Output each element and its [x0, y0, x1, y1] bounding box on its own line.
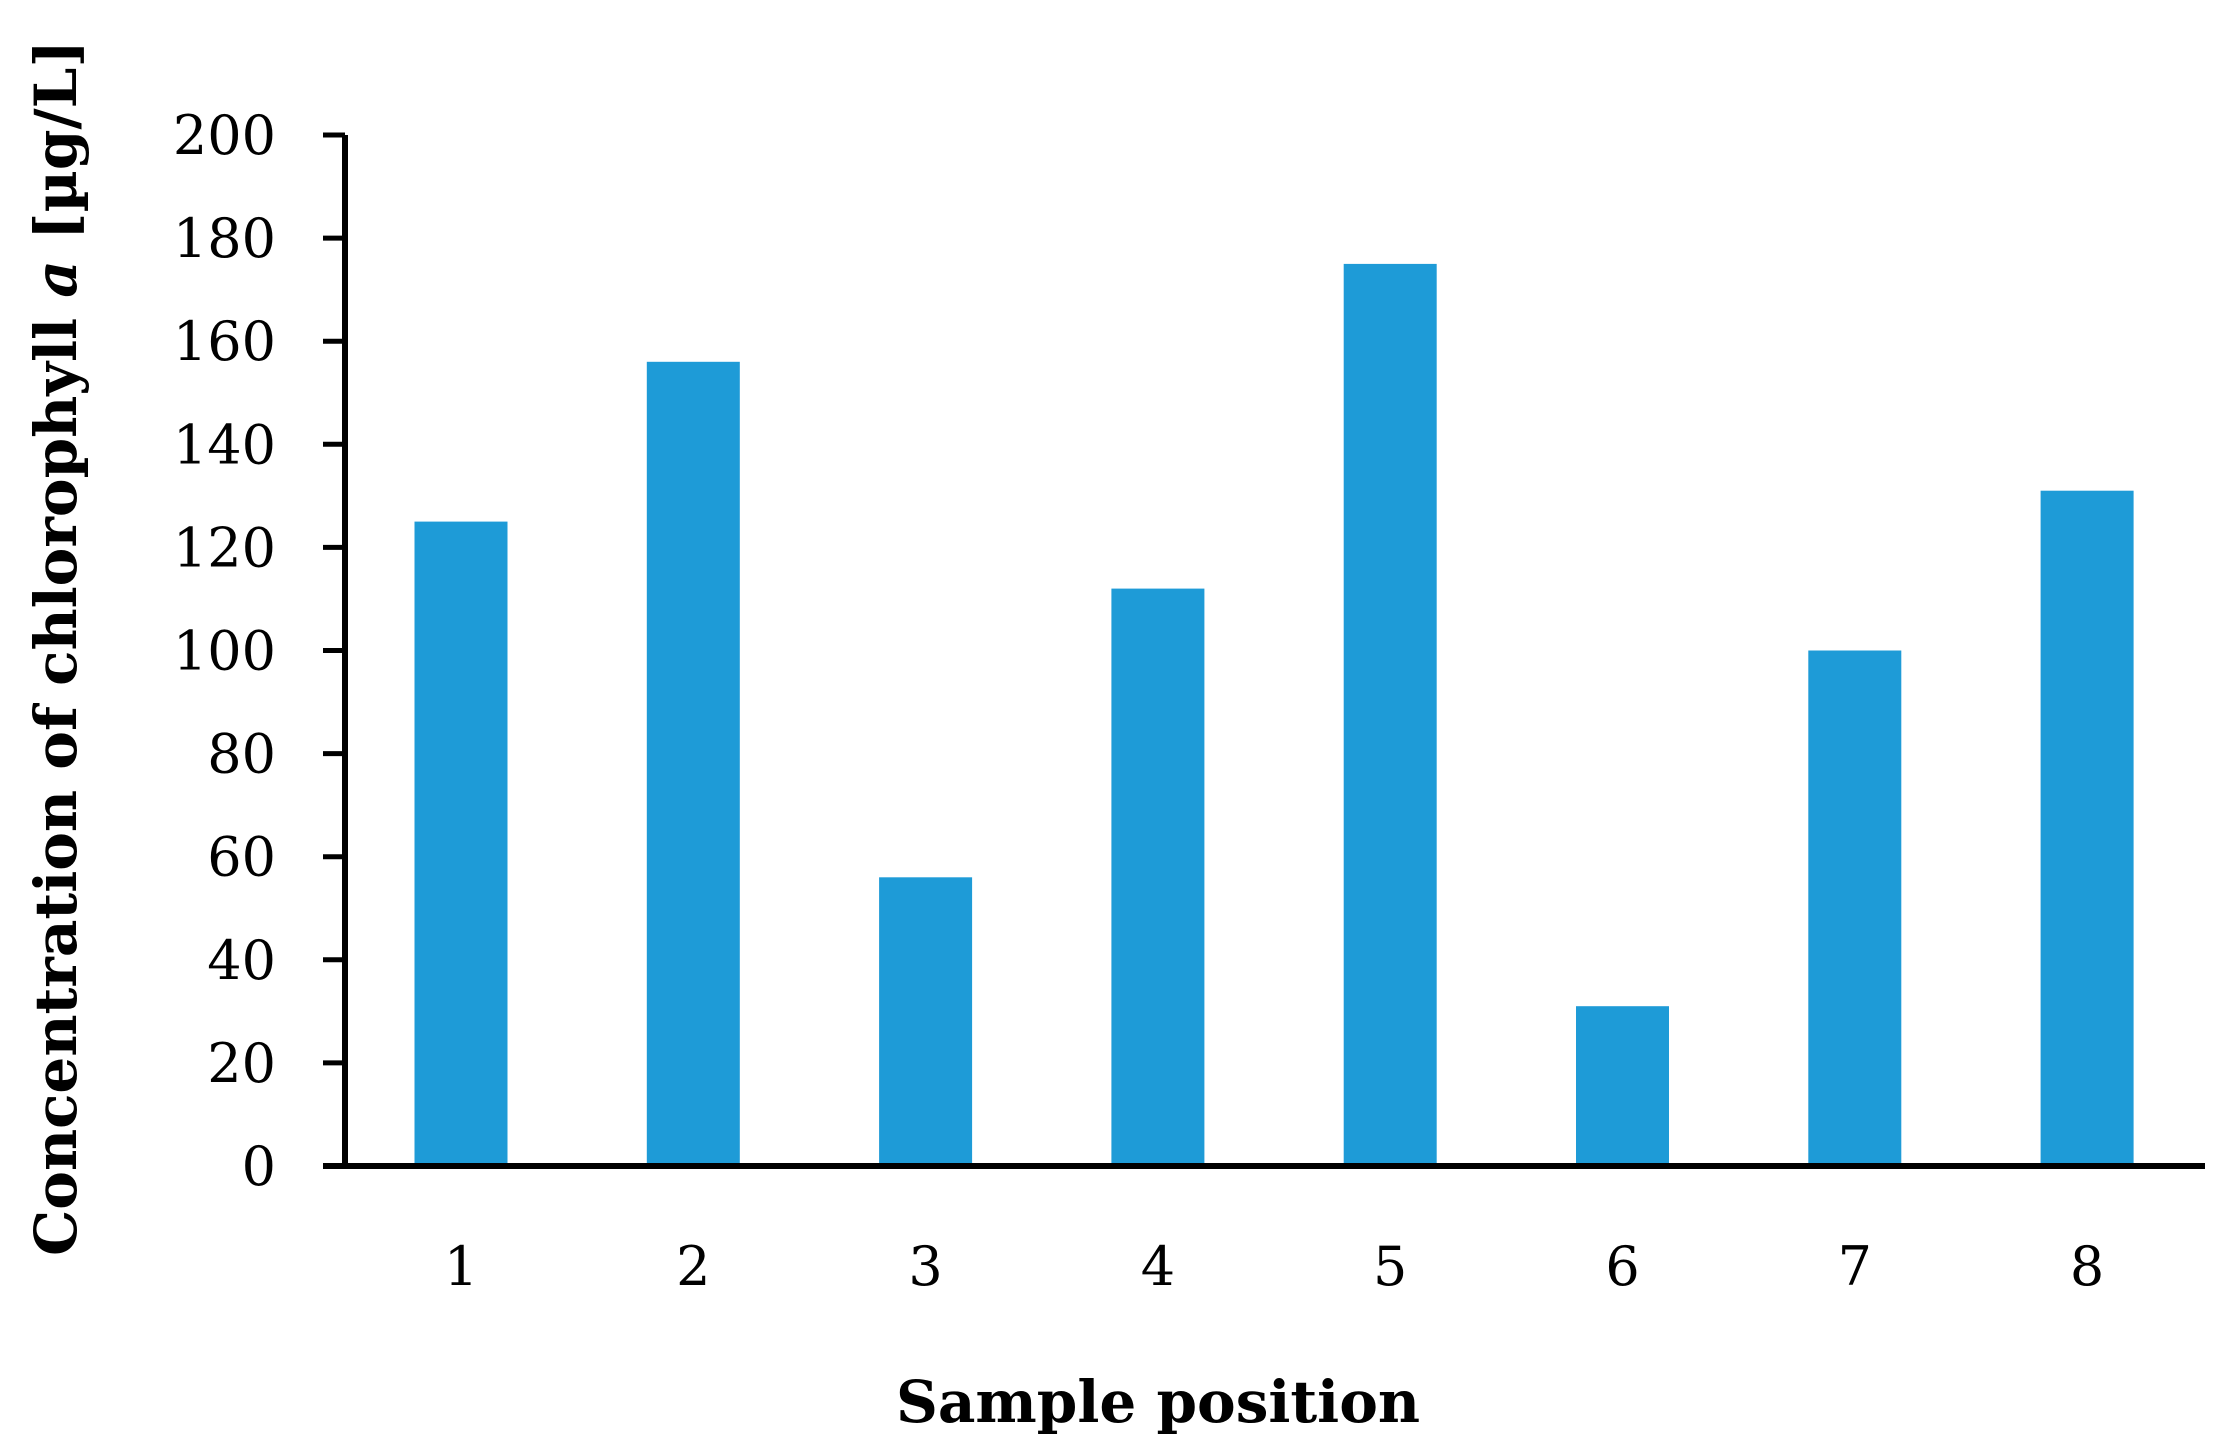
- bar-position-8: [2040, 490, 2134, 1166]
- y-tick-label: 140: [173, 413, 276, 476]
- bar-position-2: [646, 361, 740, 1166]
- bar-position-5: [1343, 263, 1437, 1166]
- y-tick-label: 80: [207, 723, 276, 786]
- x-tick-label: 2: [676, 1235, 710, 1298]
- y-tick-label: 60: [207, 826, 276, 889]
- x-tick-label: 5: [1373, 1235, 1407, 1298]
- y-tick-label: 180: [173, 207, 276, 270]
- x-tick-label: 1: [444, 1235, 478, 1298]
- bar-position-6: [1576, 1006, 1669, 1166]
- x-tick-label: 6: [1605, 1235, 1639, 1298]
- y-axis-title-suffix: [µg/L]: [22, 40, 90, 260]
- y-tick-label: 200: [173, 104, 276, 167]
- y-axis-title-italic: a: [22, 260, 90, 298]
- bar-position-7: [1808, 650, 1902, 1166]
- y-axis-title: Concentration of chlorophyll a [µg/L]: [22, 40, 90, 1256]
- y-tick-label: 0: [242, 1135, 276, 1198]
- y-tick-label: 120: [173, 516, 276, 579]
- bar-position-4: [1111, 588, 1205, 1166]
- y-axis-ticks: 0 20 40 60 80 100 120 140 160 180 200: [173, 104, 345, 1198]
- y-tick-label: 100: [173, 620, 276, 683]
- y-tick-label: 40: [207, 929, 276, 992]
- y-tick-label: 20: [207, 1032, 276, 1095]
- x-tick-label: 8: [2070, 1235, 2104, 1298]
- y-tick-label: 160: [173, 310, 276, 373]
- x-tick-label: 7: [1838, 1235, 1872, 1298]
- x-tick-label: 3: [908, 1235, 942, 1298]
- x-tick-label: 4: [1141, 1235, 1175, 1298]
- x-axis-ticks: 1 2 3 4 5 6 7 8: [444, 1235, 2104, 1298]
- bar-position-3: [879, 877, 973, 1166]
- x-axis-title: Sample position: [896, 1368, 1420, 1436]
- bars-group: [414, 263, 2134, 1166]
- bar-position-1: [414, 521, 508, 1166]
- y-axis-title-prefix: Concentration of chlorophyll: [22, 298, 90, 1256]
